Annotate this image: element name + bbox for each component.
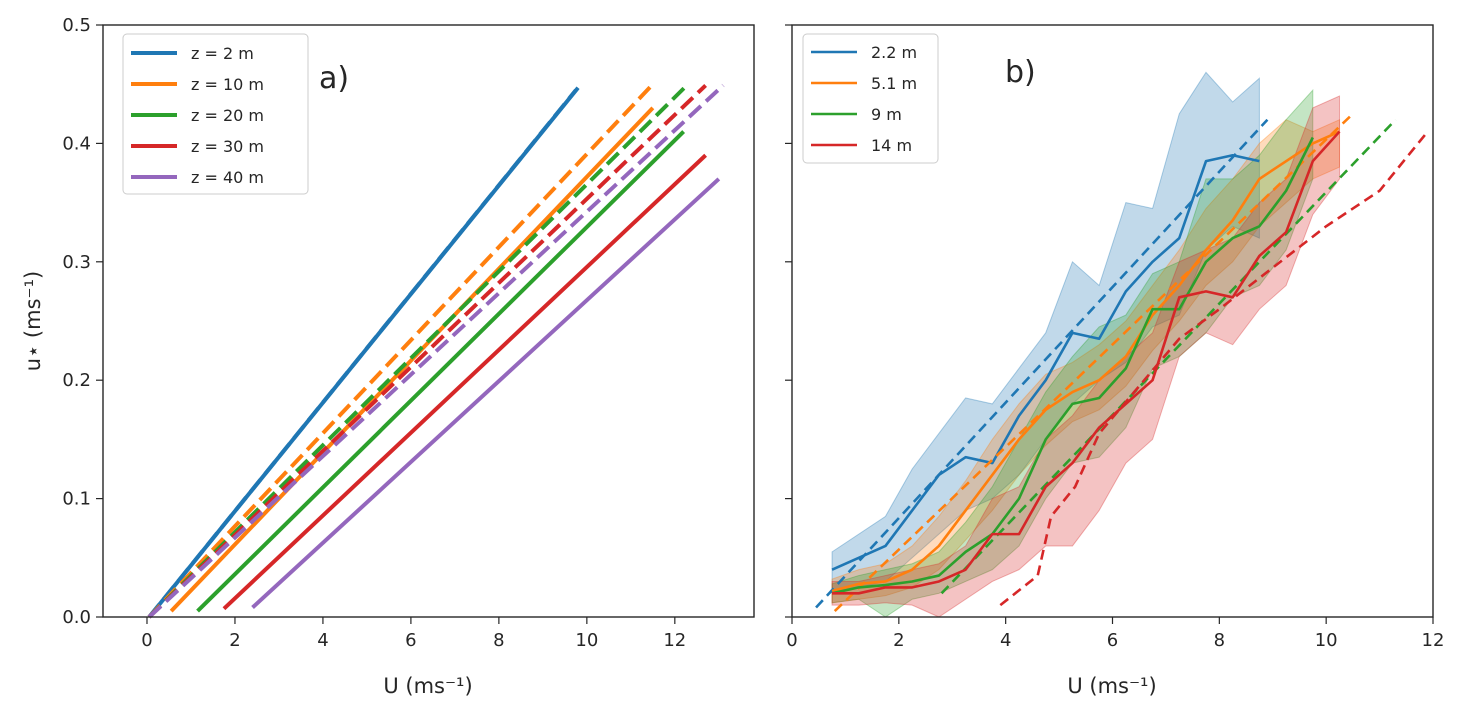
- panel-a-line-z-10-m-dashed: [147, 82, 655, 619]
- panel-b-fit-14-m: [999, 130, 1429, 607]
- panel-a-y-ticks: 0.0 0.1 0.2 0.3 0.4 0.5: [62, 15, 103, 628]
- panel-b-band-5-1-m: [831, 118, 1341, 604]
- panel-b-line-9-m: [831, 136, 1314, 595]
- panel-b-fit-9-m: [940, 118, 1397, 595]
- panel-a-x-tick-label: 4: [317, 630, 328, 651]
- panel-b-y-ticks: [785, 24, 792, 618]
- panel-b-legend-label: 2.2 m: [871, 43, 917, 62]
- panel-a-y-tick-label: 0.3: [62, 252, 91, 273]
- panel-b-x-tick-label: 8: [1214, 630, 1225, 651]
- panel-b-legend-label: 5.1 m: [871, 74, 917, 93]
- panel-b-x-tick-label: 10: [1315, 630, 1338, 651]
- panel-b-label: b): [1005, 55, 1036, 90]
- panel-b-band-9-m: [831, 88, 1314, 618]
- panel-a-x-tick-label: 2: [229, 630, 240, 651]
- panel-a-line-z-40-m-dashed: [147, 83, 725, 619]
- panel-b-legend: 2.2 m 5.1 m 9 m 14 m: [802, 33, 939, 164]
- panel-a-y-tick-label: 0.2: [62, 370, 91, 391]
- panel-b-band-14-m: [831, 95, 1341, 618]
- panel-b: 0 2 4 6 8 10 12 U (ms⁻¹) b) 2.2 m 5.1 m 9 m 14 m: [785, 24, 1444, 698]
- panel-a-x-tick-label: 12: [663, 630, 686, 651]
- panel-a-line-z-10-m: [169, 106, 655, 613]
- panel-b-band-2-2-m: [831, 71, 1260, 594]
- panel-b-legend-box: [802, 33, 939, 164]
- panel-a-legend: z = 2 m z = 10 m z = 20 m z = 30 m z = 40 m: [122, 33, 309, 195]
- panel-a-legend-label: z = 40 m: [191, 168, 264, 187]
- panel-a-line-z-20-m-dashed: [147, 82, 690, 619]
- panel-a-x-tick-label: 10: [575, 630, 598, 651]
- panel-b-fit-5-1-m: [833, 112, 1354, 613]
- panel-b-x-tick-label: 6: [1107, 630, 1118, 651]
- panel-a-legend-label: z = 10 m: [191, 75, 264, 94]
- panel-a-legend-label: z = 20 m: [191, 106, 264, 125]
- panel-a-line-z-30-m: [222, 153, 707, 611]
- panel-a: 0 2 4 6 8 10 12 0.0 0.1 0.2 0.3 0.4 0.5 U (ms⁻¹) u⋆…: [21, 15, 755, 698]
- panel-b-legend-label: 14 m: [871, 136, 912, 155]
- panel-a-x-tick-label: 8: [493, 630, 504, 651]
- panel-a-legend-box: [122, 33, 309, 195]
- panel-a-y-tick-label: 0.5: [62, 15, 91, 36]
- panel-b-fit-2-2-m: [815, 118, 1269, 609]
- panel-b-line-2-2-m: [831, 153, 1260, 571]
- panel-a-y-axis-label: u⋆ (ms⁻¹): [21, 271, 45, 371]
- panel-b-line-5-1-m: [831, 130, 1341, 593]
- panel-a-series-lines: [147, 82, 725, 619]
- panel-a-y-tick-label: 0.4: [62, 133, 91, 154]
- panel-a-y-tick-label: 0.1: [62, 489, 91, 510]
- panel-a-x-axis-label: U (ms⁻¹): [383, 674, 472, 698]
- panel-b-x-tick-label: 2: [893, 630, 904, 651]
- panel-a-x-ticks: 0 2 4 6 8 10 12: [141, 617, 686, 651]
- panel-a-line-z-40-m: [251, 177, 721, 610]
- panel-b-uncertainty-bands: [831, 71, 1341, 618]
- panel-b-x-axis-label: U (ms⁻¹): [1067, 674, 1156, 698]
- panel-b-line-14-m: [832, 130, 1341, 595]
- panel-b-x-tick-label: 0: [786, 630, 797, 651]
- panel-a-line-z-20-m: [196, 130, 686, 613]
- panel-b-x-tick-label: 12: [1422, 630, 1445, 651]
- panel-a-y-tick-label: 0.0: [62, 607, 91, 628]
- panel-a-x-tick-label: 6: [405, 630, 416, 651]
- panel-a-x-tick-label: 0: [141, 630, 152, 651]
- panel-a-legend-label: z = 30 m: [191, 137, 264, 156]
- panel-b-x-tick-label: 4: [1000, 630, 1011, 651]
- panel-a-label: a): [319, 61, 349, 96]
- panel-a-line-z-2-m-dashed: [147, 88, 578, 619]
- panel-a-legend-label: z = 2 m: [191, 44, 254, 63]
- panel-a-frame: [102, 24, 755, 618]
- panel-b-legend-label: 9 m: [871, 105, 902, 124]
- panel-b-x-ticks: 0 2 4 6 8 10 12: [786, 617, 1444, 651]
- panel-b-series-lines: [815, 112, 1429, 613]
